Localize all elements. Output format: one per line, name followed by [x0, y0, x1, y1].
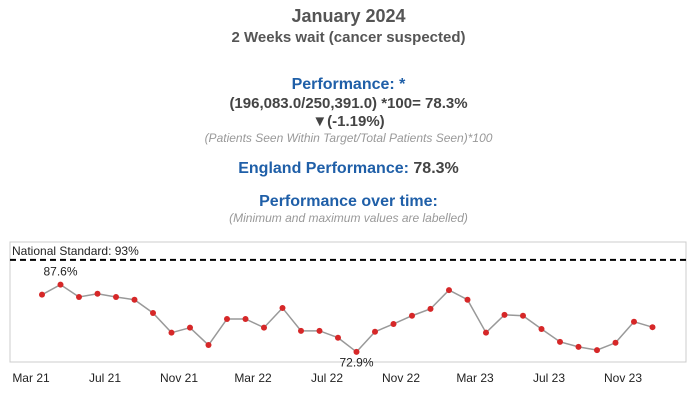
england-label: England Performance: — [238, 160, 409, 177]
data-label: 72.9% — [339, 356, 373, 370]
point — [372, 328, 378, 335]
point — [316, 327, 323, 334]
point — [205, 342, 212, 349]
performance-change: ▼(-1.19%) — [312, 113, 385, 130]
point — [538, 326, 545, 333]
point — [131, 296, 138, 303]
point — [501, 311, 508, 318]
x-tick-label: Nov 21 — [160, 371, 198, 385]
plot-frame — [9, 241, 687, 363]
title: January 2024 — [291, 6, 406, 26]
england-value: 78.3% — [413, 160, 459, 177]
england-performance: England Performance: 78.3% — [0, 160, 697, 178]
x-tick-label: Jul 21 — [89, 371, 121, 385]
point — [446, 287, 452, 294]
x-tick-label: Mar 23 — [456, 371, 494, 385]
performance-label: Performance: * — [291, 76, 406, 93]
point — [94, 290, 101, 297]
point — [242, 315, 249, 322]
over-time-note: (Minimum and maximum values are labelled… — [229, 211, 468, 225]
point — [575, 343, 582, 350]
point — [39, 291, 45, 298]
x-tick-label: Jul 22 — [311, 371, 343, 385]
point — [631, 318, 637, 325]
point — [57, 281, 64, 288]
point — [113, 293, 119, 300]
point — [150, 309, 156, 316]
point — [520, 312, 526, 319]
point — [594, 347, 600, 354]
point — [483, 329, 489, 336]
x-tick-label: Jul 23 — [533, 371, 565, 385]
point — [224, 315, 230, 322]
standard-label: National Standard: 93% — [12, 244, 139, 258]
point — [187, 324, 193, 331]
point — [168, 329, 175, 336]
point — [409, 312, 415, 319]
subtitle: 2 Weeks wait (cancer suspected) — [231, 29, 466, 46]
point — [390, 320, 397, 327]
x-tick-label: Nov 22 — [382, 371, 420, 385]
point — [557, 338, 563, 345]
point — [612, 339, 619, 346]
point — [261, 324, 267, 331]
point — [427, 305, 434, 312]
point — [76, 293, 82, 300]
data-label: 87.6% — [43, 265, 77, 279]
point — [279, 304, 286, 311]
point — [464, 296, 471, 303]
over-time-label: Performance over time: — [259, 193, 438, 210]
formula: (Patients Seen Within Target/Total Patie… — [204, 131, 493, 145]
point — [353, 348, 360, 355]
point — [298, 327, 304, 334]
x-tick-label: Mar 22 — [234, 371, 272, 385]
x-tick-label: Mar 21 — [12, 371, 50, 385]
series-line — [41, 283, 653, 353]
point — [335, 334, 341, 341]
x-tick-label: Nov 23 — [604, 371, 642, 385]
point — [649, 324, 656, 331]
performance-calculation: (196,083.0/250,391.0) *100= 78.3% — [229, 95, 468, 112]
